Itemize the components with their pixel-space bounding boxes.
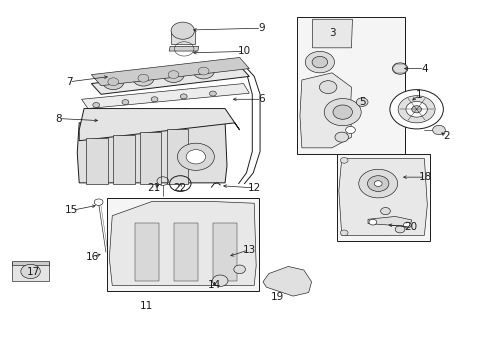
Text: 19: 19 [270, 292, 284, 302]
Polygon shape [77, 109, 226, 183]
Text: 22: 22 [173, 183, 186, 193]
Text: 4: 4 [420, 64, 427, 73]
Circle shape [186, 150, 205, 164]
Circle shape [403, 222, 410, 228]
Polygon shape [169, 46, 199, 51]
Circle shape [108, 78, 118, 86]
Polygon shape [312, 19, 352, 48]
Circle shape [21, 264, 40, 279]
Circle shape [94, 199, 103, 205]
Circle shape [212, 275, 227, 287]
Polygon shape [367, 216, 411, 226]
Circle shape [405, 102, 427, 117]
Text: 21: 21 [147, 183, 160, 193]
Text: 1: 1 [415, 90, 422, 100]
Polygon shape [170, 30, 195, 44]
Circle shape [432, 125, 445, 135]
Text: 13: 13 [242, 245, 255, 255]
Polygon shape [109, 202, 256, 285]
Circle shape [151, 97, 158, 102]
Circle shape [367, 176, 388, 192]
Circle shape [305, 51, 334, 73]
Circle shape [311, 57, 327, 68]
Text: 2: 2 [442, 131, 448, 141]
Circle shape [391, 63, 407, 74]
Polygon shape [12, 261, 49, 265]
Circle shape [138, 74, 148, 82]
Circle shape [177, 143, 214, 170]
Circle shape [319, 81, 336, 94]
Text: 6: 6 [258, 94, 264, 104]
Polygon shape [212, 223, 237, 281]
Circle shape [198, 67, 208, 75]
Text: 12: 12 [247, 183, 260, 193]
Circle shape [340, 230, 347, 236]
Circle shape [397, 96, 434, 123]
Text: 5: 5 [358, 97, 365, 107]
Text: 10: 10 [238, 46, 250, 57]
Circle shape [345, 126, 355, 134]
Polygon shape [299, 73, 351, 148]
Circle shape [358, 169, 397, 198]
Circle shape [394, 226, 404, 233]
Circle shape [163, 67, 184, 82]
Bar [107, 198, 259, 292]
Circle shape [180, 94, 187, 99]
Circle shape [233, 265, 245, 274]
Polygon shape [91, 58, 249, 86]
Text: 3: 3 [328, 28, 335, 38]
Polygon shape [263, 266, 311, 296]
Bar [296, 18, 404, 154]
Text: 20: 20 [404, 222, 416, 232]
Text: 14: 14 [207, 280, 221, 291]
Text: 18: 18 [418, 172, 431, 182]
Circle shape [93, 103, 100, 108]
Circle shape [171, 22, 194, 39]
Polygon shape [166, 129, 188, 184]
Text: 7: 7 [66, 77, 73, 87]
Text: 16: 16 [86, 252, 99, 262]
Circle shape [324, 99, 361, 126]
Text: 9: 9 [258, 23, 264, 33]
Circle shape [340, 157, 347, 163]
Text: 8: 8 [55, 113, 62, 123]
Text: 15: 15 [65, 205, 79, 215]
Polygon shape [174, 223, 198, 281]
Polygon shape [140, 132, 161, 184]
Polygon shape [113, 135, 134, 184]
Text: 17: 17 [26, 267, 40, 277]
Polygon shape [86, 138, 108, 184]
Circle shape [168, 71, 179, 78]
Circle shape [122, 100, 128, 105]
Circle shape [411, 106, 421, 113]
Polygon shape [91, 66, 249, 94]
Polygon shape [12, 262, 49, 281]
Circle shape [356, 98, 367, 107]
Circle shape [193, 63, 214, 79]
Circle shape [334, 132, 348, 142]
Text: 11: 11 [140, 301, 153, 311]
Circle shape [373, 181, 381, 186]
Circle shape [209, 91, 216, 96]
Polygon shape [81, 84, 249, 109]
Bar [336, 154, 429, 241]
Polygon shape [338, 158, 427, 235]
Circle shape [368, 219, 376, 225]
Circle shape [380, 207, 389, 215]
Circle shape [332, 105, 352, 119]
Circle shape [102, 74, 123, 90]
Circle shape [132, 70, 154, 86]
Polygon shape [79, 109, 239, 141]
Circle shape [389, 90, 443, 129]
Polygon shape [135, 223, 159, 281]
